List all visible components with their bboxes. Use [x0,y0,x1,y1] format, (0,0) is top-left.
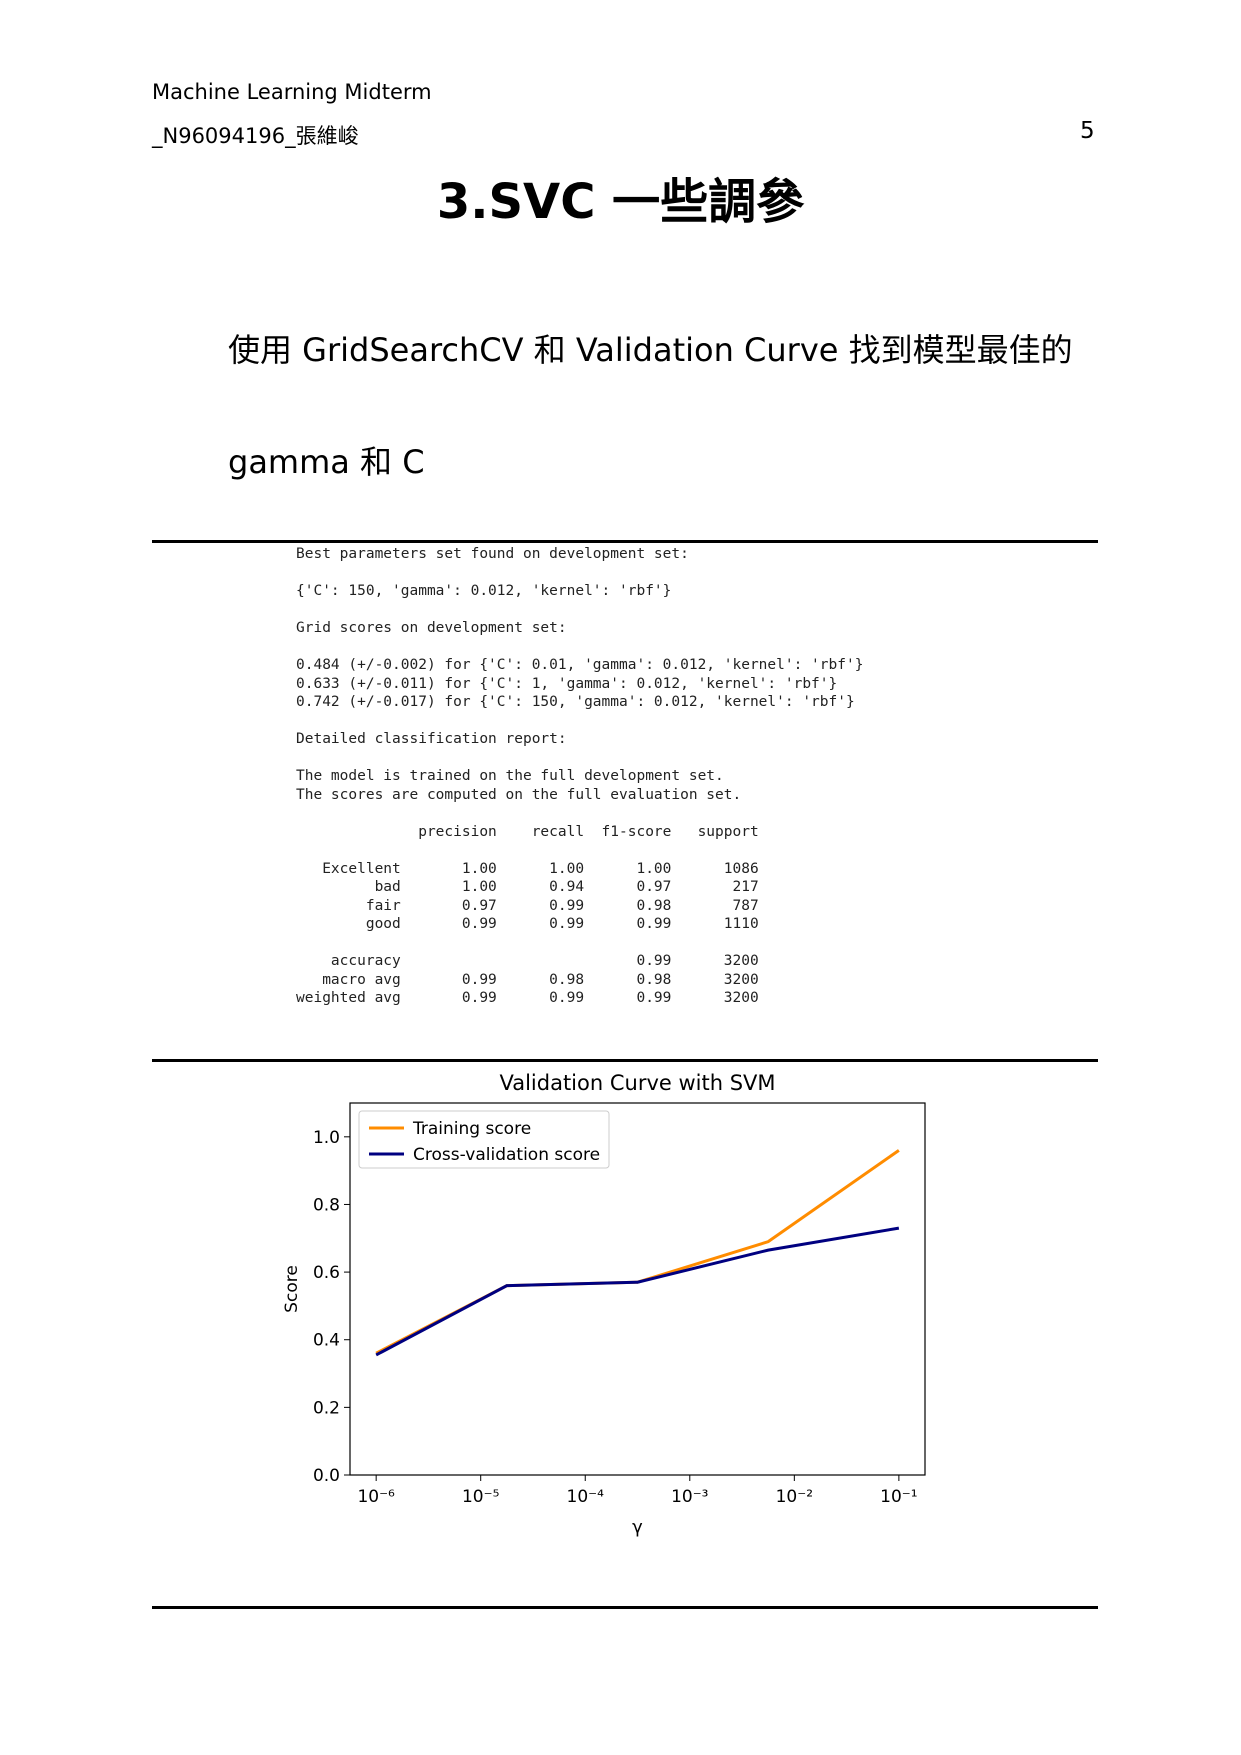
legend-label: Training score [412,1119,531,1139]
rule [152,540,1098,543]
y-tick-label: 1.0 [313,1128,340,1148]
plot-frame [349,1102,926,1476]
page-number: 5 [1080,118,1095,144]
code-line: weighted avg 0.99 0.99 0.99 3200 [296,990,759,1006]
code-line: The scores are computed on the full eval… [296,786,742,803]
code-line: bad 1.00 0.94 0.97 217 [296,879,759,895]
code-line: macro avg 0.99 0.98 0.98 3200 [296,971,759,988]
x-tick-label: 10⁻⁶ [357,1487,395,1507]
code-line: {'C': 150, 'gamma': 0.012, 'kernel': 'rb… [296,583,672,599]
code-line: The model is trained on the full develop… [296,768,724,784]
code-line: accuracy 0.99 3200 [296,953,759,969]
y-tick-label: 0.8 [313,1195,340,1215]
student: _N96094196_張維峻 [152,124,359,148]
series-line [375,1149,900,1355]
chart: Validation Curve with SVM 0.0 0.2 0.4 0.6 0.8… [282,1071,926,1538]
code-line: Best parameters set found on development… [296,546,689,562]
course: Machine Learning Midterm [152,80,432,104]
code-line: 0.484 (+/-0.002) for {'C': 0.01, 'gamma'… [296,657,864,673]
paragraph: gamma 和 C [228,443,425,481]
code-line: fair 0.97 0.99 0.98 787 [296,897,759,914]
x-axis-label: γ [632,1517,643,1538]
code-line: Excellent 1.00 1.00 1.00 1086 [296,860,759,877]
rule [152,1606,1098,1609]
code-line: precision recall f1-score support [296,823,759,840]
code-line: good 0.99 0.99 0.99 1110 [296,916,759,932]
series-line [375,1226,900,1357]
x-tick-label: 10⁻⁴ [567,1487,605,1507]
x-tick-label: 10⁻⁵ [462,1487,499,1507]
x-tick-label: 10⁻² [776,1487,813,1507]
y-tick-label: 0.6 [313,1263,340,1283]
y-tick-label: 0.4 [313,1331,340,1351]
y-tick-label: 0.0 [313,1466,340,1486]
x-tick-label: 10⁻¹ [880,1487,917,1507]
title: 3.SVC 一些調參 [436,174,805,230]
code-line: 0.742 (+/-0.017) for {'C': 150, 'gamma':… [296,694,855,710]
rule [152,1059,1098,1062]
code-line: Detailed classification report: [296,731,567,747]
y-axis-label: Score [282,1265,302,1313]
y-tick-label: 0.2 [313,1398,340,1418]
x-tick-label: 10⁻³ [671,1487,708,1507]
legend-box [358,1110,610,1169]
code-line: Grid scores on development set: [296,620,567,636]
legend-label: Cross-validation score [413,1145,600,1165]
code-line: 0.633 (+/-0.011) for {'C': 1, 'gamma': 0… [296,675,838,692]
paragraph: 使用 GridSearchCV 和 Validation Curve 找到模型最… [228,331,1073,369]
chart-title: Validation Curve with SVM [499,1071,775,1095]
